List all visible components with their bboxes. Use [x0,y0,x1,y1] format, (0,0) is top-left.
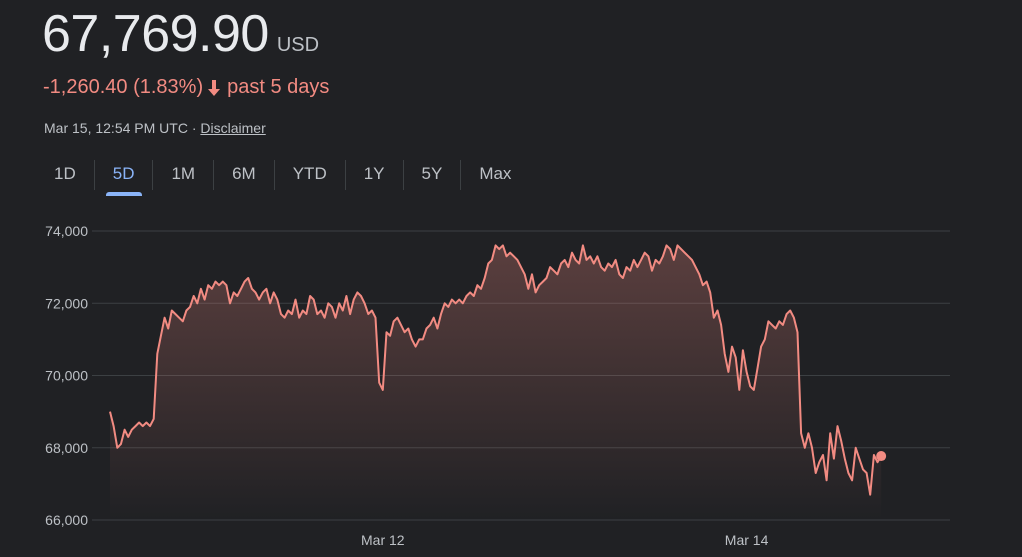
x-tick-label: Mar 14 [725,532,769,548]
tab-ytd[interactable]: YTD [292,164,327,183]
last-value-marker [876,451,887,462]
series-line [109,244,883,496]
tab-separator [344,160,346,190]
y-tick-label: 74,000 [45,223,88,239]
price-chart: 74,000 72,000 70,000 68,000 66,000 Mar 12 Mar … [45,223,950,548]
timestamp: Mar 15, 12:54 PM UTC · [44,120,201,136]
tab-separator [213,160,215,190]
series-area [110,245,882,520]
timestamp-row: Mar 15, 12:54 PM UTC · Disclaimer [44,120,266,136]
tab-max[interactable]: Max [479,164,512,183]
disclaimer-link[interactable]: Disclaimer [200,120,266,136]
tab-separator [152,160,154,190]
tab-5d[interactable]: 5D [95,158,153,192]
tab-6m[interactable]: 6M [232,164,256,183]
currency-label: USD [276,34,320,56]
tab-separator [273,160,275,190]
arrow-down-icon [207,79,221,97]
x-tick-label: Mar 12 [361,532,405,548]
tab-1d[interactable]: 1D [54,164,76,183]
tab-1m[interactable]: 1M [171,164,196,183]
y-tick-label: 68,000 [45,440,88,456]
range-tabs: 1D 5D 1M 6M YTD 1Y 5Y Max [36,158,529,192]
y-tick-label: 66,000 [45,512,88,528]
change-period: past 5 days [227,76,330,98]
y-tick-label: 70,000 [45,368,88,384]
tab-separator [460,160,462,190]
y-tick-label: 72,000 [45,295,88,311]
price-change-row: -1,260.40 (1.83%) past 5 days [43,76,329,99]
tab-separator [402,160,404,190]
price-change: -1,260.40 (1.83%) [43,76,204,98]
price-row: 67,769.90 USD [42,4,319,64]
tab-5y[interactable]: 5Y [421,164,443,183]
tab-1y[interactable]: 1Y [363,164,385,183]
current-price: 67,769.90 [42,5,269,63]
